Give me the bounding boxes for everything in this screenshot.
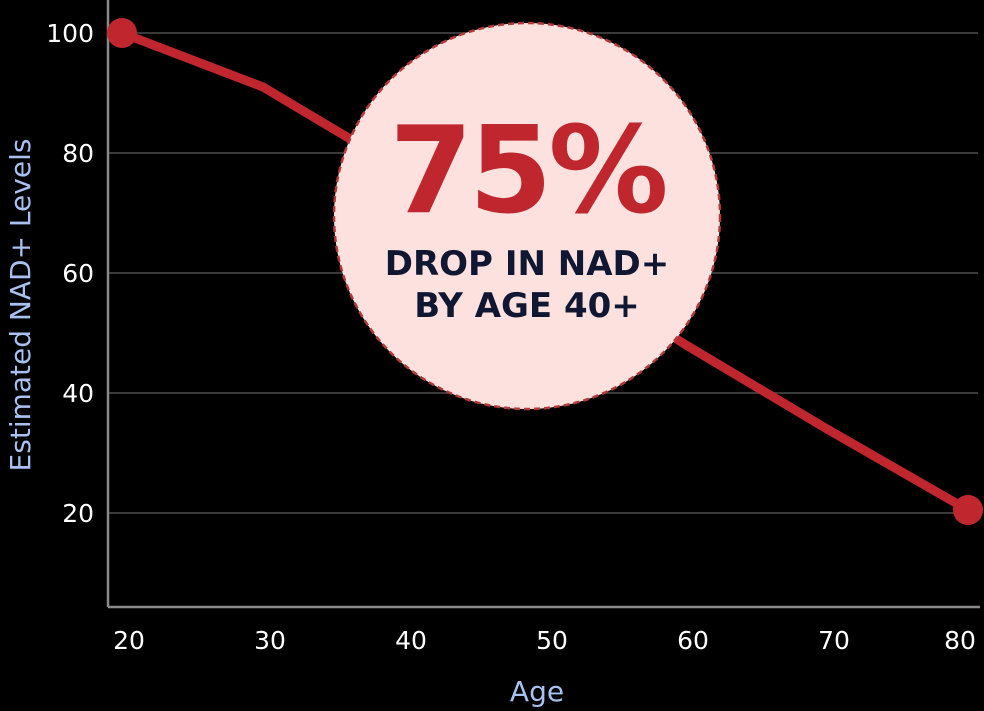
y-tick-labels: 20 40 60 80 100	[46, 19, 94, 528]
x-tick-label: 80	[944, 626, 976, 655]
x-tick-labels: 20 30 40 50 60 70 80	[113, 626, 976, 655]
x-tick-label: 50	[536, 626, 568, 655]
y-tick-label: 80	[62, 139, 94, 168]
x-tick-label: 20	[113, 626, 145, 655]
x-tick-label: 60	[677, 626, 709, 655]
callout-value: 75%	[389, 102, 665, 241]
y-tick-label: 60	[62, 259, 94, 288]
y-tick-label: 20	[62, 499, 94, 528]
x-tick-label: 70	[818, 626, 850, 655]
axes	[106, 0, 980, 609]
y-axis-title: Estimated NAD+ Levels	[4, 139, 37, 472]
y-tick-label: 100	[46, 19, 94, 48]
data-point	[107, 18, 137, 48]
callout-circle	[332, 21, 722, 411]
x-axis-title: Age	[510, 675, 564, 708]
data-point	[953, 495, 983, 525]
drop-callout: 75% DROP IN NAD+ BY AGE 40+	[332, 21, 722, 411]
x-tick-label: 40	[395, 626, 427, 655]
y-tick-label: 40	[62, 379, 94, 408]
x-tick-label: 30	[254, 626, 286, 655]
callout-line-2: BY AGE 40+	[414, 286, 640, 326]
callout-line-1: DROP IN NAD+	[385, 244, 669, 284]
